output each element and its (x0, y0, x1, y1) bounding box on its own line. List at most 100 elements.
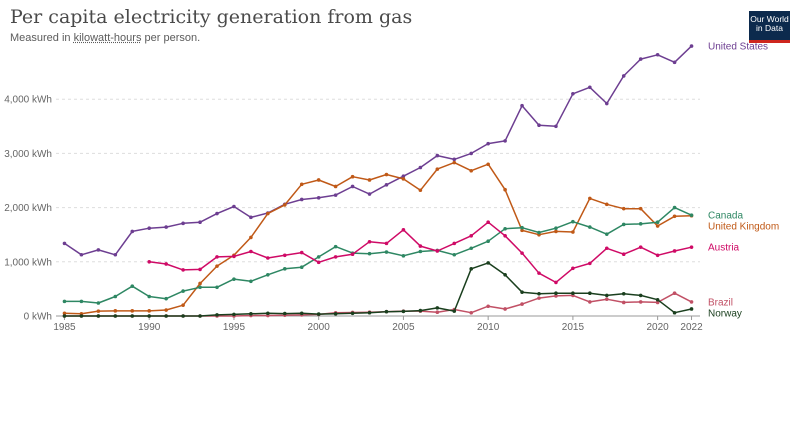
data-point-austria (503, 233, 507, 238)
data-point-brazil (469, 310, 474, 315)
data-point-united-states (604, 101, 609, 106)
data-point-norway (282, 311, 287, 316)
data-point-austria (418, 244, 423, 248)
data-point-canada (198, 285, 202, 290)
data-point-norway (215, 313, 219, 317)
data-point-united-kingdom (333, 184, 338, 189)
data-point-austria (604, 246, 609, 251)
data-point-united-states (181, 221, 185, 226)
kilowatt-hours-link[interactable]: kilowatt-hours (73, 32, 142, 44)
data-point-austria (198, 267, 202, 272)
data-point-united-kingdom (130, 309, 135, 313)
data-point-canada (638, 222, 643, 226)
data-point-austria (689, 245, 694, 249)
data-point-austria (520, 251, 524, 255)
data-point-norway (469, 267, 474, 271)
data-point-brazil (537, 296, 541, 300)
data-point-united-states (350, 184, 355, 189)
data-point-brazil (554, 294, 558, 298)
data-point-united-kingdom (96, 309, 101, 313)
data-point-united-kingdom (503, 187, 507, 192)
series-lines (62, 44, 694, 318)
data-point-united-states (130, 229, 135, 234)
data-point-norway (249, 312, 253, 316)
chart-subtitle: Measured in kilowatt-hours per person. (10, 32, 200, 44)
data-point-united-states (452, 157, 457, 162)
x-tick-label: 2015 (562, 322, 585, 333)
data-point-united-states (215, 211, 219, 216)
series-label-united-kingdom: United Kingdom (708, 222, 779, 233)
data-point-united-kingdom (384, 172, 389, 177)
data-point-united-states (62, 241, 67, 246)
x-tick-label: 2020 (647, 322, 670, 333)
data-point-austria (554, 280, 558, 285)
data-point-united-kingdom (367, 178, 372, 182)
data-point-austria (486, 220, 490, 225)
data-point-norway (655, 297, 660, 302)
data-point-canada (181, 289, 185, 293)
data-point-norway (588, 291, 592, 296)
data-point-norway (333, 312, 338, 316)
x-tick-label: 2005 (392, 322, 415, 333)
data-point-canada (79, 299, 84, 304)
data-point-united-kingdom (113, 309, 118, 313)
owid-logo[interactable]: Our World in Data (749, 11, 790, 43)
data-point-united-kingdom (604, 202, 609, 207)
data-point-austria (164, 262, 168, 266)
data-point-canada (604, 232, 609, 236)
data-point-united-states (435, 153, 440, 158)
data-point-austria (638, 245, 643, 249)
data-point-norway (520, 290, 524, 294)
data-point-austria (316, 260, 321, 265)
data-point-united-kingdom (571, 230, 575, 234)
data-point-canada (147, 294, 152, 299)
data-point-united-states (689, 44, 694, 48)
data-point-austria (672, 249, 677, 253)
series-label-norway: Norway (708, 308, 742, 319)
data-point-brazil (621, 300, 626, 305)
data-point-norway (571, 291, 575, 296)
data-point-canada (299, 265, 304, 270)
data-point-united-states (503, 139, 507, 143)
data-point-canada (520, 225, 524, 230)
data-point-norway (604, 293, 609, 298)
data-point-norway (62, 314, 67, 318)
data-point-united-kingdom (655, 224, 660, 228)
data-point-united-states (672, 60, 677, 65)
x-tick-label: 1985 (53, 322, 76, 333)
data-point-united-kingdom (469, 168, 474, 173)
data-point-united-states (367, 192, 372, 196)
data-point-united-states (164, 225, 168, 229)
data-point-canada (452, 252, 457, 257)
data-point-united-kingdom (486, 162, 490, 167)
data-point-austria (571, 266, 575, 271)
data-point-united-kingdom (520, 228, 524, 233)
data-point-norway (79, 314, 84, 318)
series-label-canada: Canada (708, 211, 743, 222)
data-point-united-kingdom (282, 203, 287, 207)
data-point-canada (621, 222, 626, 227)
data-point-canada (655, 220, 660, 225)
series-label-brazil: Brazil (708, 297, 733, 308)
data-point-united-states (537, 123, 541, 128)
data-point-united-kingdom (588, 196, 592, 201)
data-point-norway (299, 311, 304, 316)
data-point-austria (282, 253, 287, 258)
data-point-austria (384, 241, 389, 246)
data-point-canada (215, 285, 219, 290)
subtitle-prefix: Measured in (10, 32, 74, 44)
data-point-canada (503, 226, 507, 231)
data-point-austria (588, 261, 592, 266)
data-point-canada (486, 239, 490, 244)
data-point-norway (621, 291, 626, 296)
data-point-united-states (554, 124, 558, 129)
data-point-canada (266, 273, 270, 277)
y-tick-label: 2,000 kWh (4, 203, 52, 214)
x-tick-label: 2010 (477, 322, 500, 333)
data-point-austria (621, 252, 626, 257)
data-point-brazil (638, 300, 643, 304)
data-point-united-kingdom (181, 303, 185, 307)
data-point-canada (571, 219, 575, 224)
data-point-united-states (571, 91, 575, 96)
